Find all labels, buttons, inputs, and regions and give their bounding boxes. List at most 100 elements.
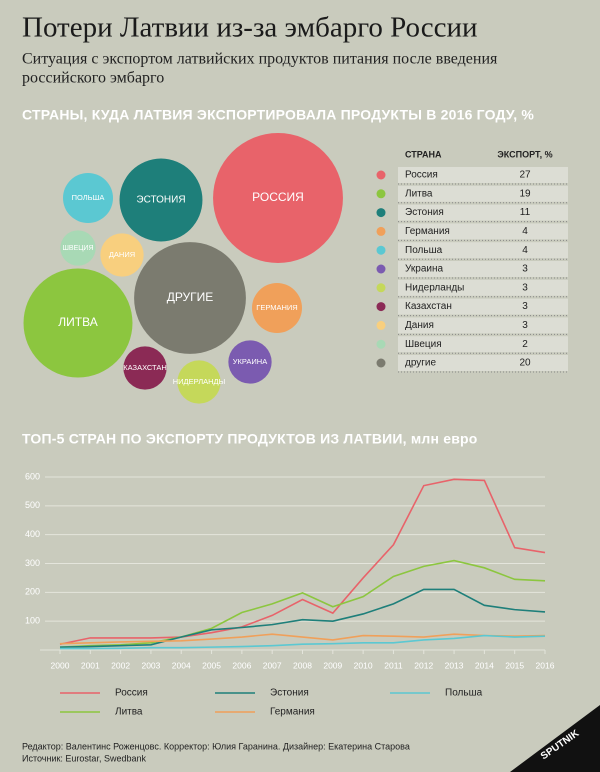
legend-label: Литва xyxy=(115,707,143,718)
footer: Редактор: Валентинс Роженцовс. Корректор… xyxy=(22,741,410,751)
legend-label: Эстония xyxy=(270,688,309,699)
bubble-label: ДРУГИЕ xyxy=(167,290,214,304)
table-row xyxy=(398,185,568,202)
export-value: 19 xyxy=(519,188,531,199)
export-value: 3 xyxy=(522,264,528,275)
bubble xyxy=(134,242,246,354)
export-value: 3 xyxy=(522,320,528,331)
section-title: СТРАНЫ, КУДА ЛАТВИЯ ЭКСПОРТИРОВАЛА ПРОДУ… xyxy=(22,107,534,123)
y-tick-label: 300 xyxy=(25,558,40,568)
legend-label: Польша xyxy=(445,688,483,699)
bubble xyxy=(252,283,302,333)
legend-dot xyxy=(376,264,386,274)
table-row xyxy=(398,298,568,315)
bubble-label: ЛИТВА xyxy=(58,315,97,329)
country-name: Украина xyxy=(405,264,444,275)
section-title: ТОП-5 СТРАН ПО ЭКСПОРТУ ПРОДУКТОВ ИЗ ЛАТ… xyxy=(22,431,478,447)
bubble xyxy=(213,133,343,263)
subtitle: Ситуация с экспортом латвийских продукто… xyxy=(22,51,498,68)
bubble xyxy=(119,158,203,242)
x-tick-label: 2007 xyxy=(263,660,282,670)
legend-dot xyxy=(376,170,386,180)
country-name: другие xyxy=(405,358,437,369)
export-value: 2 xyxy=(522,339,528,350)
legend-dot xyxy=(376,245,386,255)
legend-dot xyxy=(376,283,386,293)
x-tick-label: 2001 xyxy=(81,660,100,670)
country-name: Швеция xyxy=(405,339,442,350)
x-tick-label: 2010 xyxy=(354,660,373,670)
x-tick-label: 2002 xyxy=(111,660,130,670)
table-row xyxy=(398,242,568,259)
country-name: Польша xyxy=(405,245,443,256)
table-row xyxy=(398,223,568,240)
subtitle: российского эмбарго xyxy=(22,70,164,87)
legend-dot xyxy=(376,208,386,218)
country-name: Эстония xyxy=(405,207,444,218)
table-row xyxy=(398,317,568,334)
logo-bg xyxy=(510,705,600,772)
table-row xyxy=(398,204,568,221)
export-value: 4 xyxy=(522,245,528,256)
legend-dot xyxy=(376,226,386,236)
bubble-label: ШВЕЦИЯ xyxy=(62,245,93,252)
bubble-label: РОССИЯ xyxy=(252,190,304,204)
country-name: Литва xyxy=(405,188,433,199)
x-tick-label: 2004 xyxy=(172,660,191,670)
legend-dot xyxy=(376,189,386,199)
export-value: 11 xyxy=(520,207,531,218)
x-tick-label: 2003 xyxy=(141,660,160,670)
y-tick-label: 100 xyxy=(25,616,40,626)
legend-dot xyxy=(376,358,386,368)
bubble-label: ДАНИЯ xyxy=(109,250,135,259)
country-name: Казахстан xyxy=(405,301,452,312)
export-value: 3 xyxy=(522,282,528,293)
series-line xyxy=(59,633,546,645)
table-row xyxy=(398,336,568,353)
bubble xyxy=(228,340,272,384)
x-tick-label: 2011 xyxy=(384,660,403,670)
country-name: Россия xyxy=(405,170,438,181)
bubble xyxy=(100,233,144,277)
country-name: Германия xyxy=(405,226,450,237)
export-value: 3 xyxy=(522,301,528,312)
bubble-label: ГЕРМАНИЯ xyxy=(256,303,297,312)
legend-dot xyxy=(376,320,386,330)
table-row xyxy=(398,167,568,183)
y-tick-label: 400 xyxy=(25,529,40,539)
bubble xyxy=(63,173,113,223)
series-line xyxy=(59,588,546,648)
export-value: 20 xyxy=(519,358,531,369)
y-tick-label: 500 xyxy=(25,500,40,510)
x-tick-label: 2005 xyxy=(202,660,221,670)
bubble xyxy=(23,268,133,378)
bubble-label: КАЗАХСТАН xyxy=(123,363,167,372)
x-tick-label: 2008 xyxy=(293,660,312,670)
bubble-label: ЭСТОНИЯ xyxy=(136,195,185,206)
y-tick-label: 200 xyxy=(25,587,40,597)
column-header: ЭКСПОРТ, % xyxy=(497,149,552,159)
x-tick-label: 2013 xyxy=(445,660,464,670)
x-tick-label: 2000 xyxy=(51,660,70,670)
x-tick-label: 2014 xyxy=(475,660,494,670)
bubble xyxy=(177,360,221,404)
legend-label: Россия xyxy=(115,688,148,699)
column-header: СТРАНА xyxy=(405,149,442,159)
x-tick-label: 2015 xyxy=(505,660,524,670)
x-tick-label: 2009 xyxy=(323,660,342,670)
legend-dot xyxy=(376,339,386,349)
bubble xyxy=(123,346,167,390)
x-tick-label: 2016 xyxy=(536,660,555,670)
bubble-label: НИДЕРЛАНДЫ xyxy=(173,377,226,386)
table-row xyxy=(398,355,568,371)
table-row xyxy=(398,261,568,277)
series-line xyxy=(60,634,546,650)
bubble-label: ПОЛЬША xyxy=(72,193,105,202)
country-name: Нидерланды xyxy=(405,282,464,293)
table-row xyxy=(398,279,568,296)
bubble xyxy=(60,230,96,266)
export-value: 4 xyxy=(522,226,528,237)
y-tick-label: 600 xyxy=(25,471,40,481)
x-tick-label: 2006 xyxy=(232,660,251,670)
